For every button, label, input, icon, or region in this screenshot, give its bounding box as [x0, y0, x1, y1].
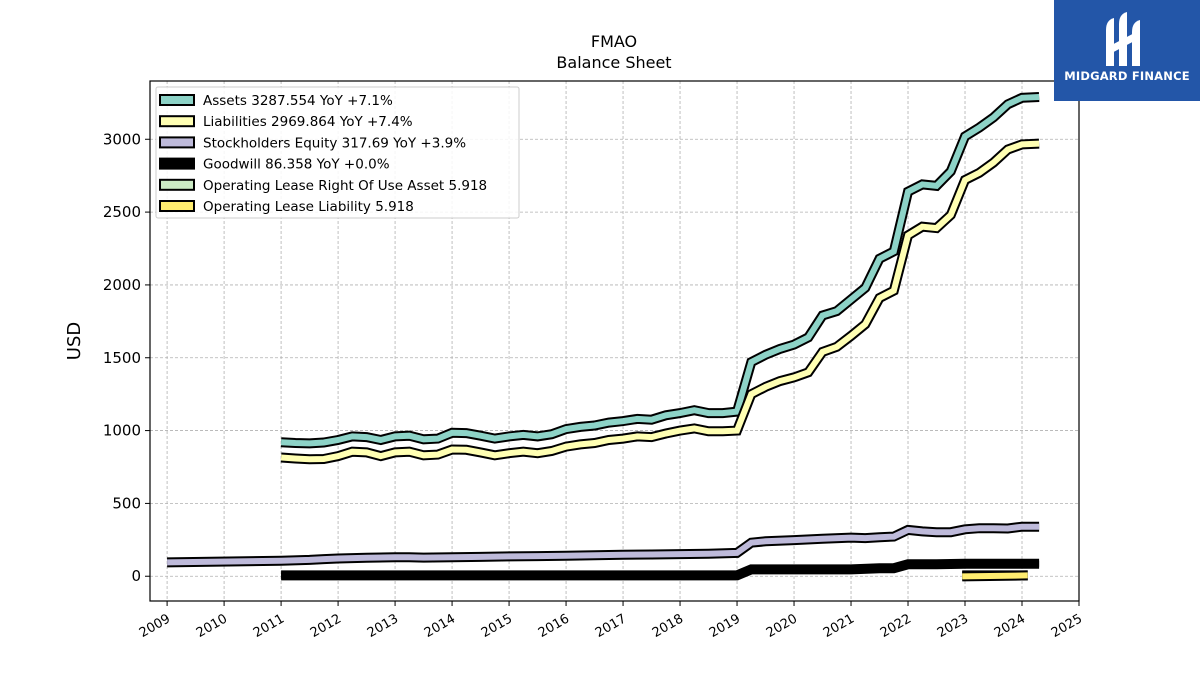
- x-tick-label: 2017: [593, 611, 629, 641]
- x-tick-label: 2014: [422, 611, 458, 641]
- x-tick-label: 2013: [365, 611, 401, 641]
- x-tick-label: 2009: [137, 611, 173, 641]
- plot-frame: [149, 80, 1080, 602]
- series-line-liabilities: [280, 140, 1040, 463]
- x-axis: 2009 2010 2011 2012 2013 2014 2015 2016 2017 2018…: [137, 601, 1085, 641]
- x-tick-label: 2023: [935, 611, 971, 641]
- legend-entry: Operating Lease Right Of Use Asset 5.918: [203, 178, 487, 194]
- y-tick-label: 3000: [103, 130, 141, 148]
- legend-entry: Stockholders Equity 317.69 YoY +3.9%: [203, 135, 466, 151]
- legend: Assets 3287.554 YoY +7.1% Liabilities 296…: [155, 86, 520, 219]
- x-tick-label: 2011: [251, 611, 287, 641]
- series-line-stockholders-equity: [167, 523, 1040, 566]
- x-tick-label: 2022: [878, 611, 914, 641]
- legend-entry: Assets 3287.554 YoY +7.1%: [203, 93, 393, 109]
- x-tick-label: 2018: [650, 611, 686, 641]
- x-tick-label: 2012: [308, 611, 344, 641]
- logo-mark-icon: [1106, 12, 1140, 66]
- x-tick-label: 2021: [821, 611, 857, 641]
- x-tick-label: 2016: [536, 611, 572, 641]
- legend-swatch: [159, 178, 195, 191]
- y-tick-label: 1000: [103, 422, 141, 440]
- logo-text: MIDGARD FINANCE: [1064, 69, 1190, 83]
- x-tick-label: 2020: [764, 611, 800, 641]
- series-line-operating-lease-liability: [962, 572, 1028, 580]
- legend-swatch: [159, 200, 195, 212]
- legend-entry: Liabilities 2969.864 YoY +7.4%: [203, 114, 413, 130]
- y-tick-label: 0: [131, 567, 141, 585]
- y-tick-label: 2500: [103, 203, 141, 221]
- x-tick-label: 2024: [992, 611, 1028, 641]
- legend-swatch: [159, 94, 195, 106]
- series-line-assets: [280, 94, 1040, 447]
- y-axis-label: USD: [64, 322, 85, 360]
- x-tick-label: 2025: [1049, 611, 1085, 641]
- legend-entry: Goodwill 86.358 YoY +0.0%: [203, 157, 390, 173]
- legend-box: [155, 86, 520, 219]
- series-layer: [167, 92, 1040, 582]
- x-tick-label: 2019: [707, 611, 743, 641]
- y-axis: 0 500 1000 1500 2000 2500 3000: [103, 130, 150, 585]
- series-line-goodwill: [281, 560, 1040, 579]
- legend-entry: Operating Lease Liability 5.918: [203, 199, 414, 215]
- legend-swatch: [159, 115, 195, 128]
- chart-title: FMAO: [591, 32, 637, 51]
- brand-logo: MIDGARD FINANCE: [1054, 0, 1200, 101]
- x-tick-label: 2015: [479, 611, 515, 641]
- legend-swatch: [159, 136, 195, 149]
- y-tick-label: 500: [112, 494, 141, 512]
- y-tick-label: 1500: [103, 349, 141, 367]
- chart-subtitle: Balance Sheet: [556, 53, 671, 72]
- y-tick-label: 2000: [103, 276, 141, 294]
- x-tick-label: 2010: [194, 611, 230, 641]
- legend-swatch: [159, 157, 195, 170]
